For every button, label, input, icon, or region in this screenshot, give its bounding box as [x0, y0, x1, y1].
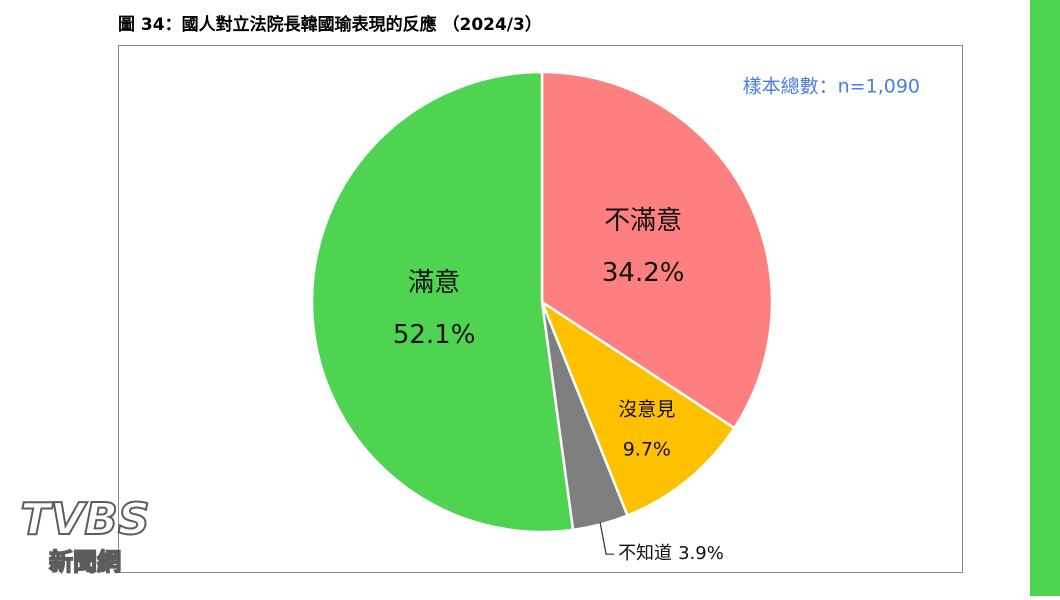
sample-note: 樣本總數：n=1,090: [743, 76, 920, 98]
chart-title: 圖 34：國人對立法院長韓國瑜表現的反應 （2024/3）: [118, 14, 542, 35]
slice-label-name: 不知道: [618, 543, 672, 564]
watermark-label: 新聞網: [49, 548, 121, 576]
slice-label: 沒意見: [618, 399, 675, 421]
pie-slice: [539, 298, 737, 518]
slice-value: 3.9%: [678, 543, 724, 564]
watermark-brand: TVBS: [20, 494, 149, 545]
slice-label: 不滿意: [604, 206, 682, 236]
slice-value: 9.7%: [623, 439, 671, 461]
pie-slice: [310, 70, 575, 534]
slice-value: 52.1%: [393, 320, 476, 350]
leader-line: [599, 522, 615, 555]
pie: 不滿意 34.2% 沒意見 9.7% 不知道 3.9% 滿意 52.1%: [310, 70, 774, 564]
slice-label: 滿意: [408, 268, 460, 298]
slice-label: 不知道 3.9%: [618, 543, 724, 564]
side-bar: [1030, 0, 1060, 596]
watermark: TVBS 新聞網: [19, 493, 150, 577]
slice-value: 34.2%: [602, 258, 685, 288]
